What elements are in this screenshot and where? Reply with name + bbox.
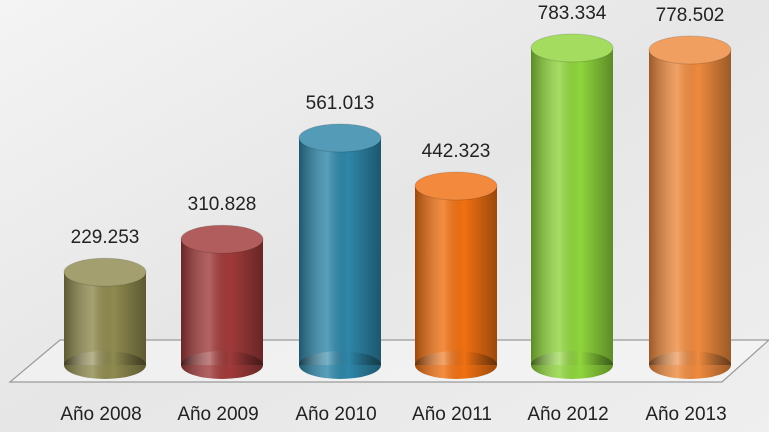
bar-shade-bottom: [415, 351, 497, 379]
bar-shade-bottom: [649, 351, 731, 379]
x-tick-label: Año 2011: [412, 404, 492, 425]
value-label: 310.828: [188, 194, 257, 215]
x-tick-label: Año 2010: [295, 404, 376, 425]
value-label: 229.253: [71, 227, 140, 248]
bar-top-light: [649, 36, 731, 64]
x-tick-label: Año 2012: [527, 404, 608, 425]
bar-top-light: [64, 258, 146, 286]
value-label: 778.502: [656, 5, 725, 26]
bar-shade: [531, 48, 613, 365]
bar-top-light: [181, 225, 263, 253]
value-label: 783.334: [538, 3, 607, 24]
bar-top-light: [299, 124, 381, 152]
value-label: 561.013: [306, 93, 375, 114]
bar-shade: [181, 239, 263, 365]
value-label: 442.323: [422, 141, 491, 162]
bar-shade-bottom: [181, 351, 263, 379]
x-tick-label: Año 2008: [60, 404, 141, 425]
bar-shade: [649, 50, 731, 365]
x-tick-label: Año 2013: [645, 404, 726, 425]
bar-shade-bottom: [531, 351, 613, 379]
bar-shade: [299, 138, 381, 365]
bar-shade-bottom: [299, 351, 381, 379]
bar-top-light: [531, 34, 613, 62]
chart: 229.253 Año 2008 310.828 Año 2009 561.013 Año…: [0, 0, 769, 432]
bar-top-light: [415, 172, 497, 200]
bar-shade: [415, 186, 497, 365]
bar-shade-bottom: [64, 351, 146, 379]
x-tick-label: Año 2009: [177, 404, 258, 425]
